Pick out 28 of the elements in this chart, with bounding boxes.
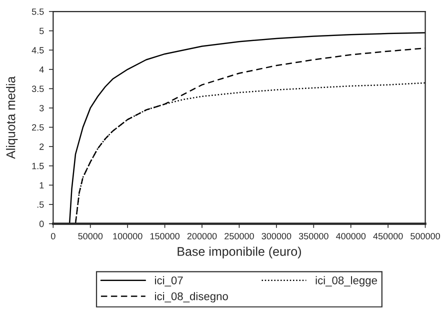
x-tick-label: 400000 [336, 232, 366, 240]
legend-label: ici_07 [155, 276, 183, 286]
y-tick-label: 3.5 [32, 86, 44, 92]
y-axis-title: Aliquota media [6, 76, 18, 159]
y-tick-label: 1.5 [32, 162, 44, 170]
x-axis-title: Base imponibile (euro) [178, 246, 301, 258]
x-tick-label: 200000 [187, 232, 217, 240]
x-tick-label: 0 [51, 232, 56, 240]
x-tick-label: 350000 [298, 232, 328, 240]
y-tick-label: 2 [40, 144, 44, 150]
y-tick-label: 5.5 [32, 8, 44, 15]
y-tick-label: 3 [39, 104, 44, 112]
legend-label: ici_08_disegno [155, 292, 228, 302]
x-tick-label: 100000 [113, 232, 142, 240]
y-tick-label: 5 [39, 28, 44, 34]
y-tick-label: 4 [39, 66, 44, 73]
y-tick-label: 1 [40, 182, 44, 188]
x-tick-label: 250000 [224, 232, 254, 240]
y-tick-label: 4.5 [32, 47, 44, 54]
x-tick-label: 500000 [410, 232, 440, 240]
y-tick-label: .5 [37, 201, 44, 208]
x-tick-label: 50000 [78, 232, 103, 240]
legend-label: ici_08_legge [316, 276, 377, 287]
x-tick-label: 150000 [150, 232, 180, 240]
y-tick-label: 0 [39, 220, 44, 228]
x-tick-label: 450000 [373, 232, 403, 240]
x-tick-label: 300000 [262, 232, 292, 240]
y-tick-label: 2.5 [32, 124, 44, 131]
